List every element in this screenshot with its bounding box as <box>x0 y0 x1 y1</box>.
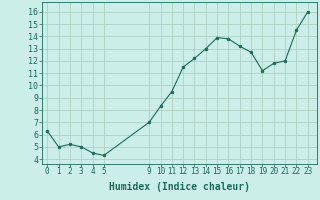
X-axis label: Humidex (Indice chaleur): Humidex (Indice chaleur) <box>109 182 250 192</box>
